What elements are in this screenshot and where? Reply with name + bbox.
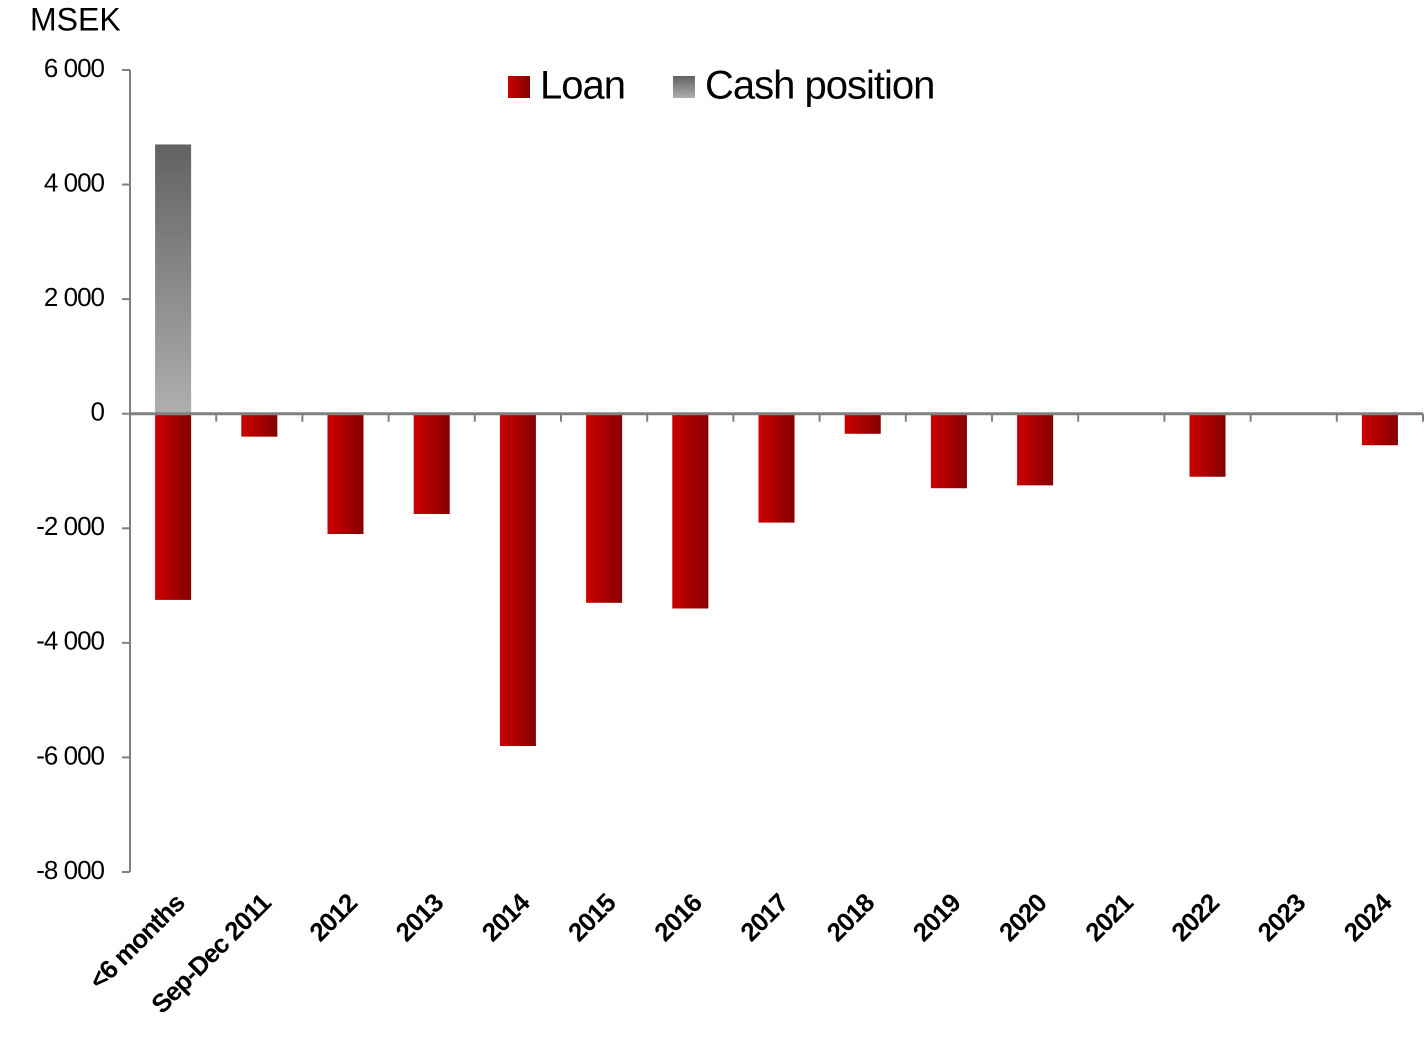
y-tick-label: 0 <box>91 397 105 427</box>
bar <box>672 413 709 609</box>
y-axis-title: MSEK <box>30 1 121 37</box>
bar <box>586 413 623 603</box>
x-tick-label: 2016 <box>648 888 708 948</box>
bar <box>155 413 192 600</box>
legend-swatch-shade <box>672 76 695 98</box>
x-tick-label: 2022 <box>1165 888 1225 948</box>
y-tick-label: 4 000 <box>44 167 105 197</box>
bar <box>758 413 795 523</box>
x-tick-label: 2013 <box>390 888 450 948</box>
legend-swatch-shade <box>508 76 530 98</box>
x-tick-label: 2015 <box>562 888 622 948</box>
bar <box>327 413 364 535</box>
bar <box>930 413 967 489</box>
x-tick-label: 2024 <box>1338 887 1398 947</box>
legend-label: Cash position <box>705 64 934 108</box>
y-tick-label: 6 000 <box>44 53 105 83</box>
bar <box>1189 413 1226 477</box>
bar <box>1017 413 1054 486</box>
y-tick-label: -8 000 <box>36 855 104 885</box>
y-tick-label: -4 000 <box>36 626 104 656</box>
x-tick-label: 2019 <box>907 888 967 948</box>
bar <box>155 144 192 414</box>
x-tick-label: 2020 <box>993 888 1053 948</box>
x-tick-label: 2014 <box>476 887 536 947</box>
y-tick-label: -6 000 <box>36 740 104 770</box>
legend-label: Loan <box>540 64 625 108</box>
bar <box>844 413 881 434</box>
bar <box>499 413 536 746</box>
x-tick-label: 2018 <box>821 888 881 948</box>
y-tick-label: -2 000 <box>36 511 104 541</box>
bar <box>241 413 278 437</box>
bar <box>413 413 450 514</box>
bar <box>1361 413 1398 446</box>
x-tick-label: 2012 <box>303 888 363 948</box>
x-tick-label: 2017 <box>734 888 794 948</box>
x-tick-label: 2023 <box>1252 888 1312 948</box>
y-tick-label: 2 000 <box>44 282 105 312</box>
x-tick-label: 2021 <box>1079 888 1139 948</box>
